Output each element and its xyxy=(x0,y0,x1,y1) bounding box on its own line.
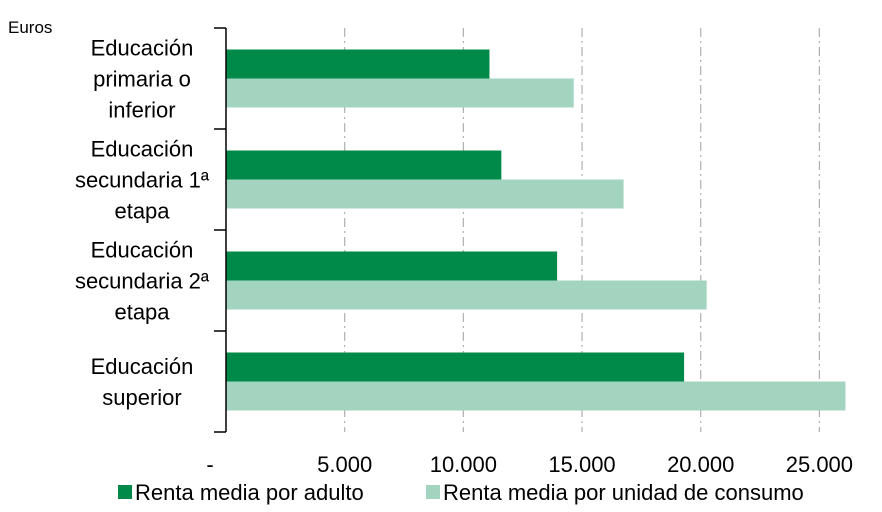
unit-label: Euros xyxy=(8,18,52,37)
category-label: Educación secundaria 2ª etapa xyxy=(75,238,210,325)
category-label: Educación superior xyxy=(91,354,194,410)
bar-adulto xyxy=(226,352,685,382)
category-labels: Educación primaria o inferior Educación secu… xyxy=(75,36,210,411)
bars xyxy=(226,49,846,411)
bar-adulto xyxy=(226,49,490,79)
category-label: Educación primaria o inferior xyxy=(91,36,194,123)
x-tick-label: 5.000 xyxy=(317,452,372,477)
bar-adulto xyxy=(226,150,502,180)
bar-unidad-consumo xyxy=(226,179,624,209)
category-label: Educación secundaria 1ª etapa xyxy=(75,137,210,224)
legend-label: Renta media por unidad de consumo xyxy=(443,480,804,505)
legend-swatch xyxy=(118,485,132,499)
bar-adulto xyxy=(226,251,558,281)
legend-swatch xyxy=(426,485,440,499)
legend-label: Renta media por adulto xyxy=(135,480,364,505)
x-tick-label: 15.000 xyxy=(548,452,615,477)
x-tick-labels: - 5.000 10.000 15.000 20.000 25.000 xyxy=(206,452,853,477)
bar-unidad-consumo xyxy=(226,280,707,310)
x-tick-label: 10.000 xyxy=(430,452,497,477)
legend: Renta media por adulto Renta media por un… xyxy=(118,480,804,505)
x-tick-label: 20.000 xyxy=(667,452,734,477)
y-axis-ticks xyxy=(214,27,226,433)
bar-unidad-consumo xyxy=(226,381,846,411)
x-tick-label: - xyxy=(206,452,213,477)
x-tick-label: 25.000 xyxy=(786,452,853,477)
bar-unidad-consumo xyxy=(226,78,574,108)
